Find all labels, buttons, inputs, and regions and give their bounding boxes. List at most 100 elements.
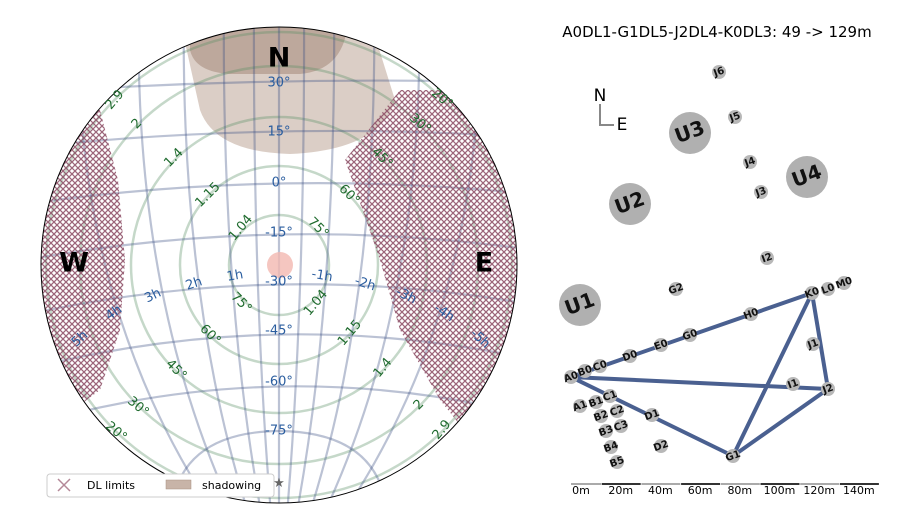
- ut-marker: [669, 112, 711, 154]
- shadowing-legend-icon: [165, 479, 192, 490]
- declination-label: 15°: [267, 125, 290, 140]
- dl-limits-legend-icon: [57, 478, 71, 492]
- legend-dl-limits: DL limits: [87, 479, 135, 492]
- hour-angle-label: 1h: [226, 267, 245, 285]
- station-marker: [604, 440, 618, 454]
- station-label: J5: [727, 110, 742, 124]
- legend-shadowing: shadowing: [202, 479, 261, 492]
- station-label: A0: [562, 370, 580, 385]
- station-marker: [593, 359, 607, 373]
- station-marker: [654, 439, 668, 453]
- station-label: I1: [786, 377, 800, 391]
- hour-angle-line: [182, 27, 252, 503]
- station-marker: [683, 328, 697, 342]
- station-marker: [623, 349, 637, 363]
- scale-label: 140m: [843, 484, 875, 497]
- declination-label: -75°: [265, 424, 293, 439]
- declination-label: -45°: [265, 324, 293, 339]
- station-marker: [669, 282, 683, 296]
- baseline-K0-G1: [731, 291, 814, 458]
- station-marker: [645, 408, 659, 422]
- baseline-A0-J2: [569, 375, 830, 391]
- station-label: D1: [643, 408, 661, 424]
- baseline-K0-J2: [810, 291, 830, 391]
- scale-label: 60m: [688, 484, 713, 497]
- station-label: G0: [681, 328, 699, 344]
- target-marker: [267, 252, 293, 278]
- station-marker: [712, 65, 726, 79]
- station-label: G2: [667, 282, 685, 298]
- station-label: B0: [576, 364, 594, 379]
- station-label: D2: [652, 439, 670, 455]
- station-marker: [610, 455, 624, 469]
- hour-angle-label: -1h: [310, 267, 333, 285]
- station-marker: [610, 404, 624, 418]
- station-label: J2: [820, 382, 835, 396]
- hour-angle-label: 2h: [184, 274, 204, 293]
- station-label: M0: [834, 275, 854, 291]
- configuration-title: A0DL1-G1DL5-J2DL4-K0DL3: 49 -> 129m: [562, 23, 871, 41]
- altitude-label: 75°: [305, 215, 332, 242]
- station-label: I2: [760, 251, 774, 265]
- hour-angle-line: [137, 27, 238, 503]
- cardinal-east: E: [475, 248, 493, 279]
- hour-angle-line: [252, 27, 273, 503]
- station-label: J6: [711, 65, 726, 79]
- station-label: J3: [753, 185, 768, 199]
- station-marker: [754, 185, 768, 199]
- airmass-label: 1.4: [161, 145, 186, 170]
- station-marker: [726, 449, 740, 463]
- declination-label: -30°: [265, 275, 293, 290]
- scale-label: 80m: [727, 484, 752, 497]
- ut-marker: [609, 183, 651, 225]
- station-marker: [594, 409, 608, 423]
- altitude-circle: [178, 164, 380, 366]
- station-label: B5: [608, 455, 626, 470]
- scale-label: 0m: [572, 484, 590, 497]
- station-label: K0: [803, 286, 821, 301]
- station-marker: [589, 395, 603, 409]
- station-marker: [744, 307, 758, 321]
- airmass-label: 1.04: [301, 287, 331, 319]
- cardinal-north: N: [268, 43, 291, 74]
- baseline-G1-J2: [731, 387, 830, 458]
- hour-angle-line: [285, 27, 306, 503]
- sky-chart: 30°15°0°-15°-30°-45°-60°-75°1h2h3h4h5h-1…: [40, 26, 518, 504]
- hour-angle-line: [222, 27, 264, 503]
- hour-angle-line: [294, 27, 336, 503]
- station-marker: [821, 282, 835, 296]
- scale-bar: 0m 20m 40m 60m 80m 100m 120m 140m: [571, 483, 879, 497]
- hour-angle-line: [306, 27, 376, 503]
- ut-marker: [786, 156, 828, 198]
- station-marker: [821, 382, 835, 396]
- station-marker: [603, 389, 617, 403]
- station-marker: [743, 155, 757, 169]
- declination-label: -60°: [265, 375, 293, 390]
- station-marker: [578, 364, 592, 378]
- airmass-label: 1.04: [226, 212, 256, 244]
- declination-label: -15°: [265, 226, 293, 241]
- declination-label: 0°: [272, 176, 287, 191]
- station-label: C0: [592, 359, 609, 374]
- scale-label: 40m: [648, 484, 673, 497]
- shadowing-region-dark: [190, 27, 348, 74]
- station-label: C1: [602, 389, 619, 404]
- station-label: H0: [742, 307, 760, 323]
- compass: N E: [594, 86, 628, 135]
- hour-angle-label: -2h: [353, 274, 378, 295]
- station-label: C2: [609, 404, 626, 419]
- compass-east: E: [617, 115, 628, 135]
- station-marker: [728, 110, 742, 124]
- scale-label: 100m: [764, 484, 796, 497]
- star-icon: ★: [273, 476, 285, 491]
- dl-limits-east: [345, 90, 517, 470]
- airmass-label: 1.15: [192, 179, 223, 210]
- station-marker: [837, 276, 851, 290]
- station-label: B4: [602, 440, 620, 455]
- station-label: J1: [805, 337, 820, 351]
- station-label: A1: [571, 399, 589, 414]
- station-label: B1: [587, 395, 605, 410]
